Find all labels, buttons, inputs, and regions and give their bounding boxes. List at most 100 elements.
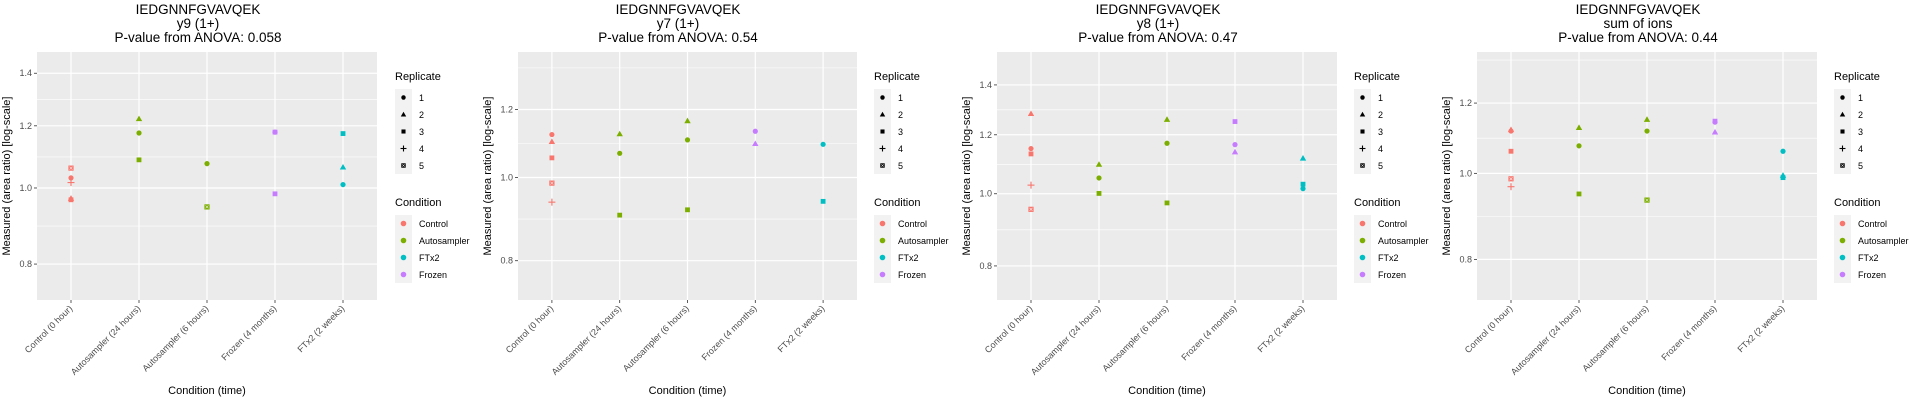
data-point <box>1712 118 1718 124</box>
data-point <box>272 191 278 197</box>
chart-subtitle: sum of ions <box>1603 16 1672 31</box>
legend-key-circle-icon <box>401 95 406 100</box>
legend-label-replicate: 1 <box>1858 93 1863 103</box>
y-tick-label: 1.2 <box>1459 98 1472 108</box>
data-point <box>1027 181 1035 189</box>
data-point <box>1300 186 1306 192</box>
data-point <box>820 198 826 204</box>
legend-key-square-icon <box>401 129 406 134</box>
legend-key-triangle-icon <box>1359 111 1366 117</box>
data-point <box>549 155 555 161</box>
legend-key-dot-icon <box>1359 271 1366 278</box>
y-axis-title: Measured (area ratio) [log-scale] <box>961 97 973 256</box>
square-x-line <box>1361 164 1364 167</box>
data-point <box>67 179 75 187</box>
legend-title-condition: Condition <box>395 197 441 209</box>
data-points <box>67 115 347 210</box>
data-point <box>204 161 210 167</box>
legend-label-replicate: 4 <box>898 144 903 154</box>
data-point <box>1644 128 1650 134</box>
data-point <box>1028 145 1034 152</box>
y-tick-label: 1.4 <box>979 80 992 90</box>
y-tick-label: 1.2 <box>979 130 992 140</box>
x-tick-label: Frozen (4 months) <box>1179 303 1238 362</box>
data-point <box>272 129 278 135</box>
x-tick-label: Frozen (4 months) <box>1659 303 1718 362</box>
x-axis-title: Condition (time) <box>649 385 727 397</box>
legend-label-replicate: 4 <box>1378 144 1383 154</box>
legend-key-square-icon <box>1360 129 1365 134</box>
legend-key-plus-icon <box>1359 145 1366 152</box>
data-point <box>685 207 690 213</box>
legend-label-replicate: 5 <box>1378 161 1383 171</box>
square-x-line <box>1645 198 1649 202</box>
square-x-line <box>1841 164 1844 167</box>
legend-key-square-x-icon <box>880 163 885 168</box>
data-point <box>1028 151 1034 157</box>
data-point <box>1232 142 1238 148</box>
y-axis-title: Measured (area ratio) [log-scale] <box>482 97 494 256</box>
data-point <box>136 157 142 163</box>
legend-key-dot-icon <box>1839 220 1846 227</box>
data-point <box>136 130 142 136</box>
data-point <box>684 137 691 143</box>
x-tick-label: Control (0 hour) <box>504 303 556 355</box>
data-point <box>1507 183 1515 191</box>
data-point <box>1780 175 1786 181</box>
y-tick-label: 0.8 <box>19 259 32 269</box>
data-point <box>1644 197 1650 203</box>
legend-key-dot-icon <box>1839 271 1846 278</box>
legend-label-condition: Frozen <box>419 270 447 280</box>
x-tick-label: Autosampler (6 hours) <box>1100 303 1170 373</box>
data-point <box>684 117 691 124</box>
legend-label-condition: Autosampler <box>1858 236 1909 246</box>
legend-label-replicate: 1 <box>419 93 424 103</box>
data-point <box>339 163 347 170</box>
legend-label-replicate: 1 <box>1378 93 1383 103</box>
data-point <box>617 150 623 156</box>
data-point <box>340 131 346 136</box>
legend-label-condition: Frozen <box>1378 270 1406 280</box>
x-tick-label: Autosampler (24 hours) <box>69 303 143 377</box>
pvalue-label: P-value from ANOVA: 0.44 <box>1558 30 1718 45</box>
legend-key-square-icon <box>1840 129 1845 134</box>
data-point <box>548 198 556 206</box>
data-point <box>1508 128 1514 134</box>
data-point <box>1163 116 1171 122</box>
chart-title: IEDGNNFGVAVQEK <box>136 2 261 17</box>
legend-label-condition: Control <box>898 219 927 229</box>
legend-label-replicate: 2 <box>898 110 903 120</box>
chart-title: IEDGNNFGVAVQEK <box>1096 2 1221 17</box>
x-axis-title: Condition (time) <box>1128 385 1206 397</box>
y-tick-label: 1.2 <box>500 104 513 114</box>
data-point <box>135 115 143 122</box>
data-point <box>1299 155 1307 161</box>
data-point <box>1164 140 1170 146</box>
legend-label-replicate: 3 <box>898 127 903 137</box>
legend-key-dot-icon <box>1359 237 1366 244</box>
chart-subtitle: y8 (1+) <box>1137 16 1179 31</box>
x-tick-label: Frozen (4 months) <box>219 303 278 362</box>
legend-key-square-icon <box>880 129 885 134</box>
legend-label-condition: FTx2 <box>898 253 919 263</box>
legend-key-square-x-icon <box>1840 163 1845 168</box>
data-point <box>1508 148 1514 154</box>
legend-label-replicate: 4 <box>419 144 424 154</box>
data-points <box>1027 110 1307 212</box>
data-point <box>1028 206 1034 212</box>
legend-key-triangle-icon <box>400 111 407 117</box>
legend: Replicate 1 2 3 4 5 Condition Control Autosample… <box>395 71 470 283</box>
data-point <box>1643 116 1651 122</box>
x-tick-label: FTx2 (2 weeks) <box>1255 303 1306 354</box>
x-tick-label: Autosampler (24 hours) <box>1509 303 1583 377</box>
legend-key-dot-icon <box>400 254 407 261</box>
x-tick-label: Autosampler (24 hours) <box>1029 303 1103 377</box>
legend-key-dot-icon <box>879 220 886 227</box>
x-tick-label: Autosampler (6 hours) <box>621 303 691 373</box>
data-point <box>1711 128 1719 135</box>
legend-key-plus-icon <box>1839 145 1846 152</box>
x-tick-label: Frozen (4 months) <box>700 303 759 362</box>
